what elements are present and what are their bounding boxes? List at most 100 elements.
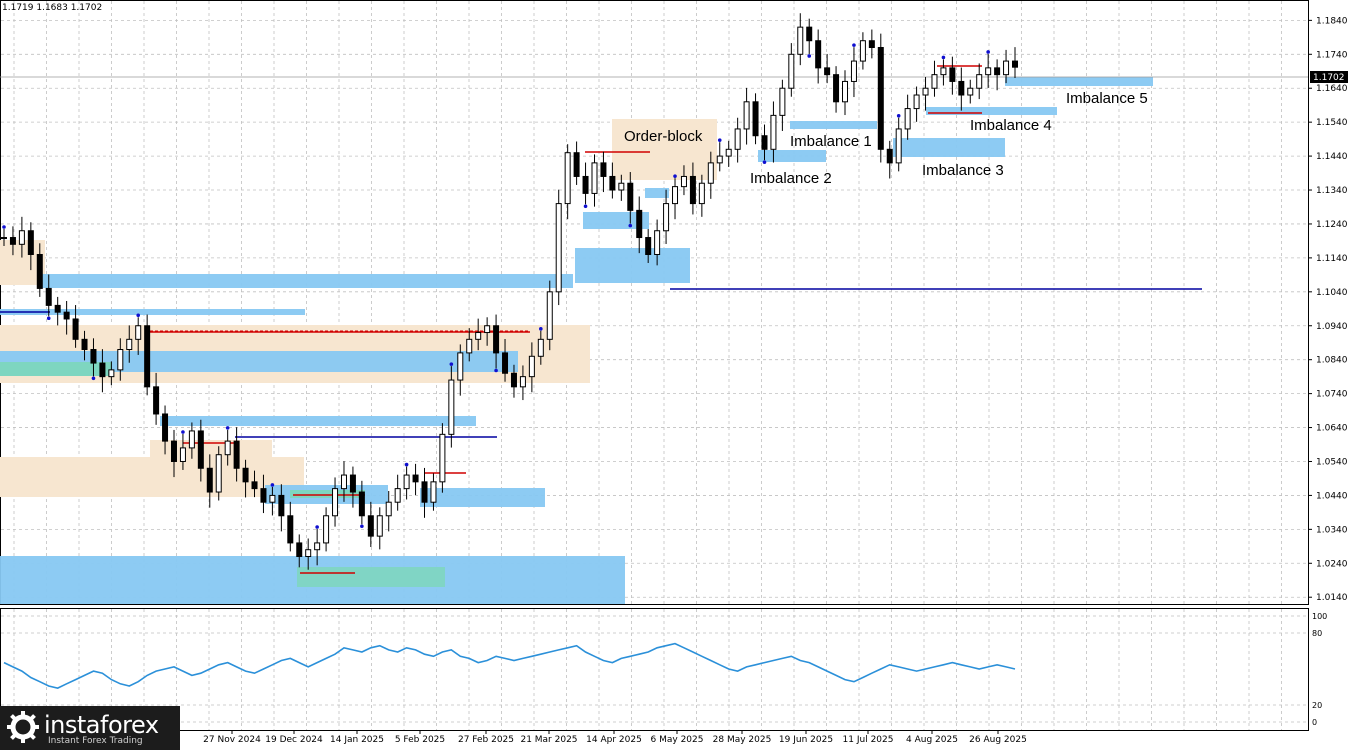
candle-bull xyxy=(976,74,983,89)
time-axis-label: 19 Dec 2024 xyxy=(265,735,323,745)
current-price-tag xyxy=(1310,71,1348,83)
candle-bear xyxy=(90,349,97,364)
ohlc-header: 1.1719 1.1683 1.1702 xyxy=(2,3,103,13)
candle-bull xyxy=(931,74,938,89)
imbalance-zone xyxy=(758,150,826,162)
fractal-marker xyxy=(136,313,141,318)
candle-bull xyxy=(18,230,25,245)
imbalance-zone xyxy=(0,309,305,315)
candle-bear xyxy=(144,325,151,388)
price-pane-frame xyxy=(0,0,1309,605)
candle-bear xyxy=(99,362,106,378)
price-axis-label: 1.0640 xyxy=(1316,424,1348,434)
candle-bear xyxy=(949,67,956,82)
candle-bull xyxy=(188,430,195,449)
candle-bull xyxy=(1003,60,1010,76)
order-block-zone xyxy=(150,440,272,465)
imbalance-zone xyxy=(790,121,877,129)
candle-bull xyxy=(940,67,947,76)
candle-bull xyxy=(788,53,795,89)
candle-bull xyxy=(215,454,222,493)
green-zone xyxy=(297,567,445,587)
candle-bull xyxy=(323,515,330,544)
price-axis-label: 1.0740 xyxy=(1316,390,1348,400)
fractal-marker xyxy=(539,327,543,331)
candle-bear xyxy=(421,481,428,503)
candle-bear xyxy=(233,440,240,469)
candle-bull xyxy=(269,494,276,503)
fractal-marker xyxy=(2,225,6,229)
candle-bear xyxy=(493,325,500,354)
imbalance-zone xyxy=(575,248,690,283)
candle-bear xyxy=(197,430,204,469)
fractal-marker xyxy=(404,462,409,467)
fractal-marker xyxy=(270,483,275,487)
price-axis-label: 1.0240 xyxy=(1316,559,1348,569)
candle-bear xyxy=(627,182,634,211)
candle-bull xyxy=(743,101,750,130)
price-axis-label: 1.1040 xyxy=(1316,288,1348,298)
candle-bull xyxy=(108,369,115,378)
candle-bear xyxy=(752,101,759,137)
candle-bull xyxy=(546,291,553,340)
candle-bull xyxy=(850,60,857,82)
fractal-marker xyxy=(360,524,364,529)
candle-bull xyxy=(537,338,544,357)
candle-bull xyxy=(913,94,920,110)
candle-bear xyxy=(412,474,419,483)
candle-bull xyxy=(725,148,732,157)
candle-bull xyxy=(403,474,410,490)
candle-bull xyxy=(985,67,992,76)
candle-bear xyxy=(806,26,813,42)
candle-bull xyxy=(179,447,186,462)
label-imbalance-4: Imbalance 4 xyxy=(970,117,1052,134)
candle-bull xyxy=(385,501,392,517)
imbalance-zone xyxy=(645,188,669,198)
candle-bull xyxy=(117,349,124,371)
candle-bear xyxy=(636,209,643,239)
candle-bull xyxy=(519,376,526,388)
time-axis-label: 5 Feb 2025 xyxy=(395,735,445,745)
price-axis-label: 1.0340 xyxy=(1316,525,1348,535)
candle-bull xyxy=(716,155,723,164)
rsi-axis-label: 20 xyxy=(1312,701,1322,710)
candle-bear xyxy=(153,386,160,415)
brand-logo: instaforex Instant Forex Trading xyxy=(0,706,180,750)
time-axis-label: 19 Jun 2025 xyxy=(779,735,833,745)
candle-bull xyxy=(672,186,679,205)
candle-bull xyxy=(314,542,321,551)
candle-bear xyxy=(296,542,303,557)
candle-bull xyxy=(967,87,974,96)
candle-bull xyxy=(466,338,473,354)
imbalance-zone xyxy=(893,138,1005,157)
fractal-marker xyxy=(762,160,767,164)
fractal-marker xyxy=(717,138,722,142)
time-axis-label: 21 Mar 2025 xyxy=(520,735,577,745)
fractal-marker xyxy=(494,368,498,373)
candle-bull xyxy=(663,203,670,232)
price-axis-label: 1.1340 xyxy=(1316,186,1348,196)
candle-bear xyxy=(349,474,356,493)
candle-bear xyxy=(815,40,822,69)
candle-bear xyxy=(868,40,875,49)
fractal-marker xyxy=(225,426,230,430)
candle-bear xyxy=(761,135,768,150)
fractal-marker xyxy=(181,430,185,434)
fractal-marker xyxy=(986,50,990,54)
candle-bull xyxy=(528,355,535,378)
price-axis-label: 1.0840 xyxy=(1316,356,1348,366)
candle-bear xyxy=(63,311,70,320)
time-axis-label: 27 Nov 2024 xyxy=(203,735,261,745)
candle-bull xyxy=(475,332,482,340)
candle-bull xyxy=(895,128,902,164)
candle-bear xyxy=(833,74,840,103)
candle-bear xyxy=(45,287,52,306)
rsi-axis-label: 0 xyxy=(1312,718,1317,727)
candle-bear xyxy=(609,175,616,191)
candle-bull xyxy=(591,162,598,194)
candle-bull xyxy=(698,182,705,205)
candle-bull xyxy=(779,87,786,116)
candle-bull xyxy=(618,182,625,191)
